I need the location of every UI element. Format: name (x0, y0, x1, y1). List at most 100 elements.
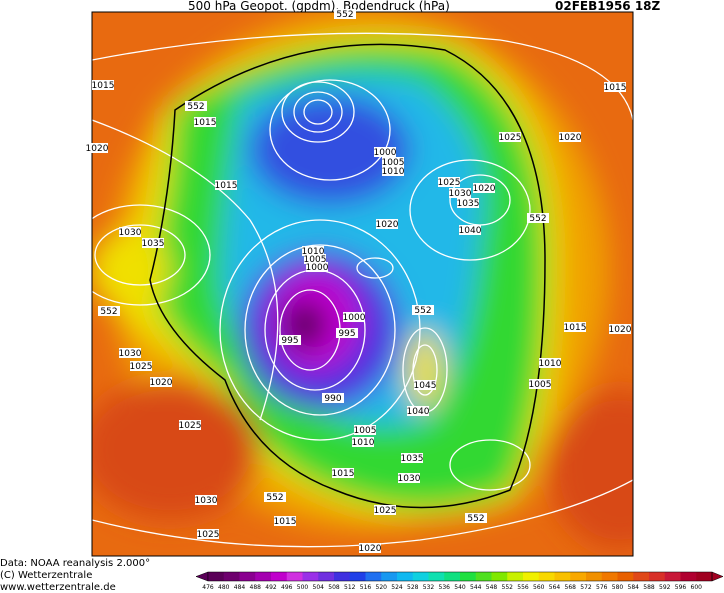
colorbar-swatch (381, 572, 398, 581)
label-box (179, 420, 201, 430)
colorbar-swatch (586, 572, 603, 581)
colorbar-label: 512 (344, 584, 356, 591)
colorbar-label: 532 (423, 584, 435, 591)
colorbar-label: 476 (202, 584, 214, 591)
label-box (609, 324, 631, 334)
label-box (539, 358, 561, 368)
label-box (142, 238, 164, 248)
colorbar-label: 480 (218, 584, 230, 591)
colorbar-swatch (664, 572, 681, 581)
colorbar-label: 584 (628, 584, 640, 591)
colorbar-label: 516 (360, 584, 372, 591)
label-box (302, 246, 324, 256)
isobar-label: 1010 (539, 359, 562, 369)
isobar-label: 1005 (354, 426, 377, 436)
label-box (197, 529, 219, 539)
isobar-label: 1035 (457, 199, 480, 209)
isobar-label: 1020 (359, 544, 382, 554)
colorbar-swatch (334, 572, 351, 581)
colorbar-swatch (507, 572, 524, 581)
colorbar-label: 528 (407, 584, 419, 591)
colorbar-swatch (318, 572, 335, 581)
colorbar-swatch (412, 572, 429, 581)
label-box (185, 101, 207, 111)
colorbar-swatch (428, 572, 445, 581)
isobar-label: 1015 (564, 323, 587, 333)
isobar-label: 1000 (343, 313, 366, 323)
colorbar-label: 544 (470, 584, 482, 591)
label-box (306, 262, 328, 272)
isobar-label: 1015 (274, 517, 297, 527)
isobar-label: 1010 (302, 247, 325, 257)
colorbar-label: 548 (486, 584, 498, 591)
isobar-label: 552 (266, 493, 283, 503)
isobar-label: 1030 (119, 349, 142, 359)
label-box (86, 143, 108, 153)
colorbar-swatch (696, 572, 713, 581)
isobars (92, 32, 633, 548)
label-box (374, 505, 396, 515)
label-box (119, 227, 141, 237)
isobar-label: 1025 (179, 421, 202, 431)
colorbar-label: 488 (250, 584, 262, 591)
isobar-label: 1015 (194, 118, 217, 128)
colorbar-swatch (365, 572, 382, 581)
colorbar-label: 540 (454, 584, 466, 591)
colorbar-swatch (397, 572, 414, 581)
label-box (98, 306, 120, 316)
isobar-label: 1035 (401, 454, 424, 464)
label-box (499, 132, 521, 142)
map-date: 02FEB1956 18Z (555, 0, 661, 13)
colorbar-swatch (538, 572, 555, 581)
isobar-label: 1025 (438, 178, 461, 188)
colorbar-label: 600 (691, 584, 703, 591)
isobar-label: 1030 (119, 228, 142, 238)
isobar-label: 995 (338, 329, 355, 339)
colorbar-label: 588 (643, 584, 655, 591)
colorbar: 476 480 484 488 492 496 500 504 508 512 516 520 524 5… (195, 571, 724, 591)
label-box (529, 379, 551, 389)
label-box (564, 322, 586, 332)
label-box (352, 437, 374, 447)
isobar-label: 1020 (376, 220, 399, 230)
label-box (527, 213, 549, 223)
label-box (449, 188, 471, 198)
label-box (119, 348, 141, 358)
colorbar-label: 596 (675, 584, 687, 591)
colorbar-swatch (208, 572, 225, 581)
colorbar-swatch (680, 572, 697, 581)
colorbar-swatch (554, 572, 571, 581)
label-box (438, 177, 460, 187)
colorbar-label: 484 (234, 584, 246, 591)
label-box (354, 425, 376, 435)
label-box (150, 377, 172, 387)
colorbar-frame (207, 571, 713, 582)
label-box (376, 219, 398, 229)
map-field (92, 12, 633, 556)
colorbar-arrow-left (195, 571, 209, 582)
isobar-label: 1015 (332, 469, 355, 479)
colorbar-label: 568 (565, 584, 577, 591)
label-box (604, 82, 626, 92)
label-box (343, 312, 365, 322)
isobar-label: 1005 (382, 158, 405, 168)
label-box (412, 305, 434, 315)
isobar-label: 1005 (304, 255, 327, 265)
label-box (264, 492, 286, 502)
isobar-label: 1045 (414, 381, 437, 391)
isobar-label: 995 (281, 336, 298, 346)
colorbar-swatch (570, 572, 587, 581)
colorbar-swatch (617, 572, 634, 581)
isobar-label: 1010 (352, 438, 375, 448)
colorbar-label: 500 (297, 584, 309, 591)
colorbar-label: 580 (612, 584, 624, 591)
colorbar-swatch (523, 572, 540, 581)
colorbar-label: 508 (328, 584, 340, 591)
isobar-label: 552 (467, 514, 484, 524)
label-box (130, 361, 152, 371)
label-box (194, 117, 216, 127)
isobar-label: 1025 (499, 133, 522, 143)
colorbar-swatch (255, 572, 272, 581)
